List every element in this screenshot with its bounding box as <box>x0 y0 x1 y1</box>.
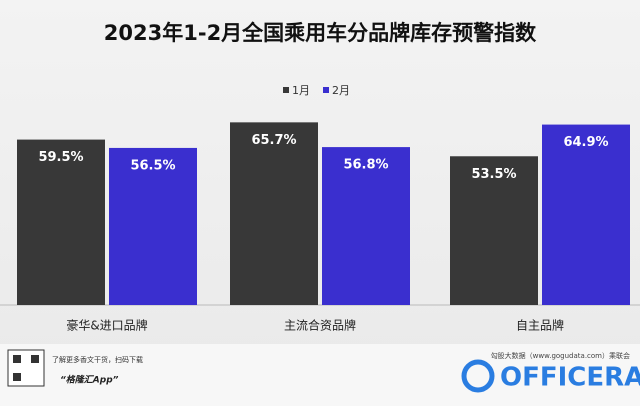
bar <box>450 156 538 305</box>
bar <box>17 139 105 305</box>
chart-title: 2023年1-2月全国乘用车分品牌库存预警指数 <box>104 21 537 45</box>
legend-swatch <box>323 87 329 93</box>
bar <box>230 122 318 305</box>
footer <box>0 344 640 406</box>
bar <box>322 147 410 305</box>
qr-dot <box>31 355 39 363</box>
value-label: 59.5% <box>38 150 83 165</box>
legend-label: 2月 <box>332 84 350 97</box>
value-label: 56.8% <box>343 158 388 173</box>
footer-text: 了解更多香文干货，扫码下载 <box>52 355 143 364</box>
footer-app: “格隆汇App” <box>60 375 119 386</box>
x-tick-label: 主流合资品牌 <box>284 318 356 333</box>
qr-dot <box>13 355 21 363</box>
bar <box>109 147 197 305</box>
qr-dot <box>13 373 21 381</box>
source: 勾股大数据（www.gogudata.com）乘联会 <box>491 351 630 360</box>
value-label: 64.9% <box>563 135 608 150</box>
legend-swatch <box>283 87 289 93</box>
logo-icon <box>461 359 495 393</box>
value-label: 65.7% <box>251 133 296 148</box>
bar <box>542 124 630 305</box>
value-label: 56.5% <box>130 158 175 173</box>
x-tick-label: 自主品牌 <box>516 319 564 333</box>
legend-label: 1月 <box>292 84 310 97</box>
watermark: OFFICERA <box>500 363 640 393</box>
x-tick-label: 豪华&进口品牌 <box>66 318 147 333</box>
value-label: 53.5% <box>471 167 516 182</box>
